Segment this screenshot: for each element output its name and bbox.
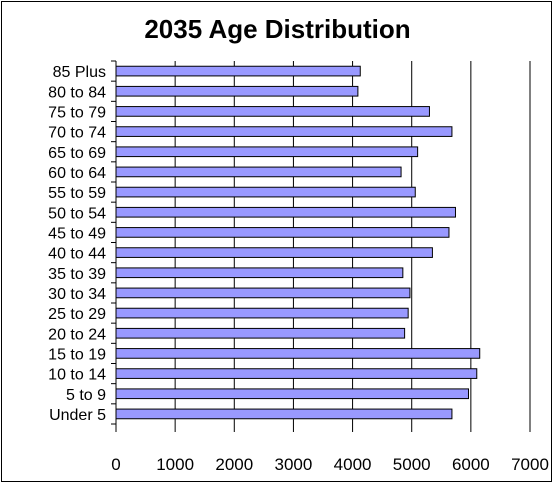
bar <box>115 85 359 97</box>
bars <box>115 65 481 420</box>
category-label: 60 to 64 <box>48 165 106 182</box>
bar <box>115 388 469 400</box>
x-tick-label: 0 <box>111 455 120 474</box>
bar <box>115 327 406 339</box>
category-label: 80 to 84 <box>48 84 106 101</box>
x-tick-label: 2000 <box>215 455 253 474</box>
bar <box>115 227 450 238</box>
bar <box>115 247 433 258</box>
category-label: 25 to 29 <box>48 306 106 323</box>
x-tick-label: 3000 <box>275 455 313 474</box>
bar <box>115 65 361 77</box>
bar <box>115 408 453 420</box>
bar <box>115 186 416 198</box>
category-label: 35 to 39 <box>48 266 106 283</box>
bar <box>115 267 404 279</box>
x-tick-label: 5000 <box>393 455 431 474</box>
category-label: 40 to 44 <box>48 246 106 263</box>
x-tick-label: 1000 <box>156 455 194 474</box>
chart-title: 2035 Age Distribution <box>144 14 411 44</box>
bar <box>115 126 453 137</box>
category-label: 75 to 79 <box>48 104 106 121</box>
bar <box>115 106 430 117</box>
axes <box>111 60 531 432</box>
category-label: 45 to 49 <box>48 225 106 242</box>
x-tick-label: 7000 <box>511 455 549 474</box>
bar <box>115 166 402 178</box>
category-labels: 85 Plus 80 to 84 75 to 79 70 to 74 65 to 69 6… <box>48 64 106 424</box>
bar <box>115 348 481 359</box>
gridlines <box>174 61 531 424</box>
category-label: 15 to 19 <box>48 346 106 363</box>
x-tick-labels: 0 1000 2000 3000 4000 5000 6000 7000 <box>111 455 549 474</box>
category-label: 70 to 74 <box>48 125 106 142</box>
category-label: 30 to 34 <box>48 286 106 303</box>
category-label: 20 to 24 <box>48 326 106 343</box>
bar <box>115 287 411 299</box>
category-label: 5 to 9 <box>66 387 106 404</box>
category-label: Under 5 <box>49 407 106 424</box>
category-label: 50 to 54 <box>48 205 106 222</box>
category-label: 65 to 69 <box>48 145 106 162</box>
bar <box>115 146 419 158</box>
bar <box>115 307 409 319</box>
category-label: 55 to 59 <box>48 185 106 202</box>
category-label: 85 Plus <box>53 64 106 81</box>
category-label: 10 to 14 <box>48 367 106 384</box>
x-tick-label: 6000 <box>452 455 490 474</box>
x-tick-label: 4000 <box>334 455 372 474</box>
bar <box>115 206 456 218</box>
bar <box>115 368 478 379</box>
